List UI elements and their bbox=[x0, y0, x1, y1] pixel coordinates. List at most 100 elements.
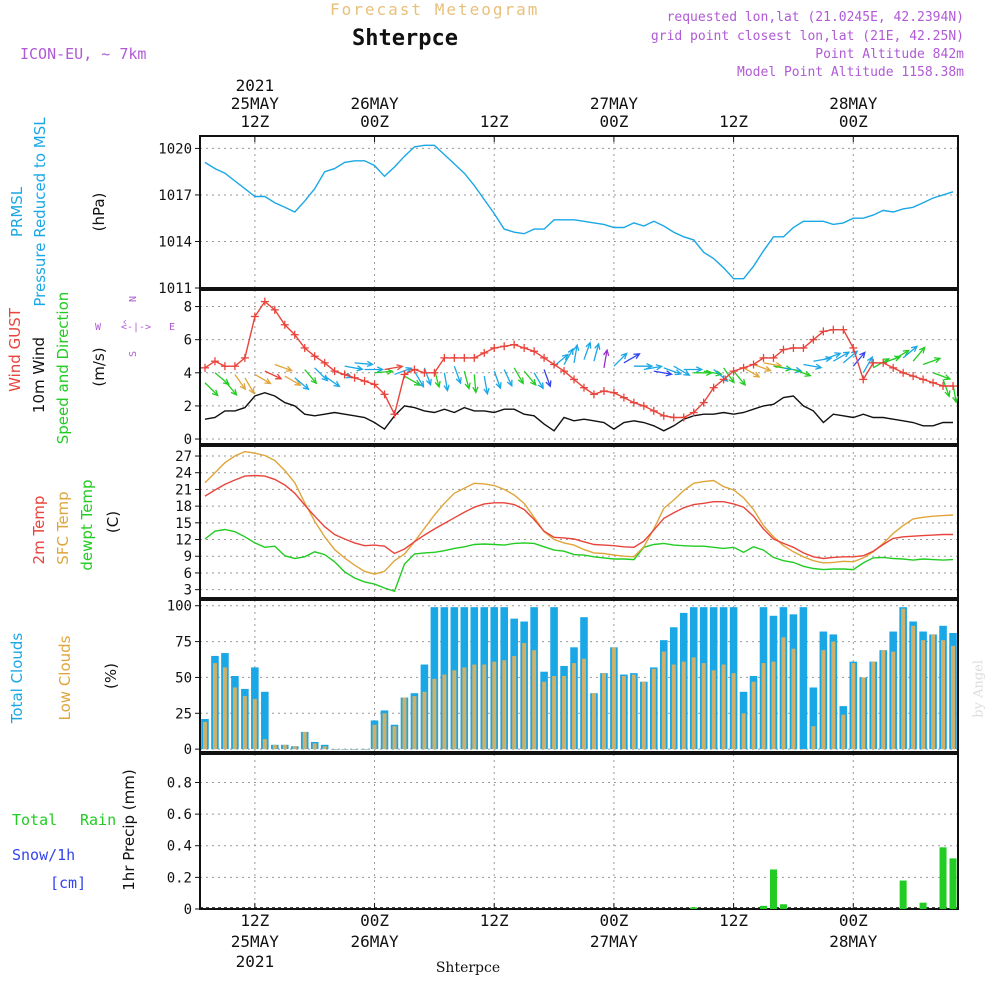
precip-snow-label: Snow/1h bbox=[12, 846, 75, 864]
wind-arrow-head bbox=[739, 378, 747, 387]
gust-marker bbox=[520, 343, 529, 352]
low-cloud-bar bbox=[661, 651, 666, 750]
low-cloud-bar bbox=[791, 648, 796, 750]
gust-marker bbox=[949, 382, 958, 391]
gust-marker bbox=[919, 375, 928, 384]
low-cloud-bar bbox=[202, 721, 207, 750]
wind-arrow-head bbox=[943, 374, 952, 381]
wind-arrow bbox=[264, 370, 283, 380]
gust-marker bbox=[270, 305, 279, 314]
station-name: Shterpce bbox=[352, 26, 458, 51]
low-cloud-bar bbox=[741, 713, 746, 750]
wind-arrow-shaft bbox=[922, 357, 941, 366]
gust-marker bbox=[500, 342, 509, 351]
top-time-label: 00Z bbox=[839, 112, 868, 131]
gust-marker bbox=[629, 398, 638, 407]
wind-arrow-head bbox=[696, 366, 704, 373]
gust-marker bbox=[300, 343, 309, 352]
low-cloud-bar bbox=[362, 749, 367, 750]
wind-speed-line bbox=[204, 391, 953, 432]
gust-marker bbox=[480, 348, 489, 357]
temp2m-line bbox=[204, 474, 953, 560]
low-cloud-bar bbox=[542, 681, 547, 750]
gust-marker bbox=[909, 372, 918, 381]
wind-arrow-shaft bbox=[852, 351, 866, 367]
wind-arrow-shaft bbox=[663, 367, 681, 375]
gust-marker bbox=[859, 375, 868, 384]
dewpoint-line bbox=[204, 528, 954, 593]
wind-arrow-head bbox=[683, 369, 691, 376]
wind-arrow-shaft bbox=[932, 372, 951, 380]
wind-arrow-shaft bbox=[942, 379, 950, 397]
low-cloud-bar bbox=[581, 658, 586, 750]
gust-marker bbox=[739, 363, 748, 372]
gust-marker bbox=[599, 387, 608, 396]
wind-arrow-head bbox=[866, 355, 873, 364]
gust-marker bbox=[749, 360, 758, 369]
wind-arrow-head bbox=[275, 373, 283, 380]
wind-arrow-head bbox=[815, 363, 823, 370]
y-tick-label: 0.6 bbox=[167, 807, 192, 823]
wind-arrow-shaft bbox=[753, 363, 771, 372]
low-cloud-bar bbox=[552, 676, 557, 750]
low-cloud-bar bbox=[372, 724, 377, 750]
y-tick-label: 18 bbox=[175, 499, 192, 515]
footer-station: Shterpce bbox=[436, 960, 500, 976]
gust-marker bbox=[669, 413, 678, 422]
precip-rain-label: Rain bbox=[80, 811, 116, 829]
panel-frame-precip bbox=[199, 753, 959, 910]
wind-arrow-head bbox=[264, 378, 272, 385]
low-cloud-bar bbox=[901, 608, 906, 750]
wind-arrow bbox=[472, 374, 479, 394]
pressure-line bbox=[204, 144, 954, 280]
low-cloud-bar bbox=[222, 667, 227, 750]
low-cloud-bar bbox=[412, 696, 417, 750]
bottom-time-label: 00Z bbox=[599, 911, 628, 930]
wind-arrow-shaft bbox=[533, 372, 544, 389]
y-tick-label: 2 bbox=[184, 399, 192, 415]
wind-arrow-head bbox=[795, 366, 803, 374]
model-name: ICON-EU, ~ 7km bbox=[20, 45, 147, 63]
wind-label: 10m Wind bbox=[30, 337, 48, 413]
gust-marker bbox=[619, 393, 628, 402]
low-cloud-bar bbox=[532, 650, 537, 750]
low-cloud-bar bbox=[462, 667, 467, 750]
panel-frame-clouds bbox=[199, 599, 959, 753]
gust-marker bbox=[390, 410, 399, 419]
wind-arrow-head bbox=[764, 365, 772, 372]
wind-arrow-shaft bbox=[892, 349, 910, 361]
wind-arrow-head bbox=[561, 353, 569, 361]
low-cloud-bar bbox=[232, 687, 237, 750]
low-cloud-bar bbox=[841, 714, 846, 750]
wind-arrow bbox=[294, 377, 310, 391]
wind-arrow-shaft bbox=[423, 367, 432, 385]
total-clouds-label: Total Clouds bbox=[8, 633, 26, 725]
y-tick-label: 0 bbox=[184, 902, 192, 918]
low-cloud-bar bbox=[891, 651, 896, 750]
wind-arrow bbox=[394, 367, 413, 376]
low-cloud-bar bbox=[252, 698, 257, 750]
wind-arrow-shaft bbox=[813, 357, 832, 362]
wind-arrow-shaft bbox=[254, 373, 271, 385]
low-cloud-bar bbox=[282, 744, 287, 750]
wind-arrow-shaft bbox=[294, 377, 309, 390]
wind-arrow-shaft bbox=[803, 363, 822, 369]
low-cloud-bar bbox=[591, 693, 596, 750]
compass-w: W bbox=[95, 322, 102, 333]
wind-arrow-shaft bbox=[912, 346, 926, 362]
y-tick-label: 15 bbox=[175, 516, 192, 532]
wind-arrow bbox=[852, 351, 866, 367]
precip-bar bbox=[939, 847, 947, 909]
low-cloud-bar bbox=[392, 726, 397, 750]
wind-arrow bbox=[892, 349, 911, 361]
gust-marker bbox=[420, 368, 429, 377]
gust-marker bbox=[400, 370, 409, 379]
top-time-label: 12Z bbox=[480, 112, 509, 131]
low-cloud-bar bbox=[851, 663, 856, 750]
wind-arrow-head bbox=[495, 382, 502, 390]
gust-marker bbox=[709, 383, 718, 392]
requested-coords: requested lon,lat (21.0245E, 42.2394N) bbox=[666, 10, 964, 25]
wind-arrow bbox=[224, 380, 238, 397]
wind-arrow-shaft bbox=[344, 365, 363, 370]
wind-unit: (m/s) bbox=[90, 347, 108, 386]
